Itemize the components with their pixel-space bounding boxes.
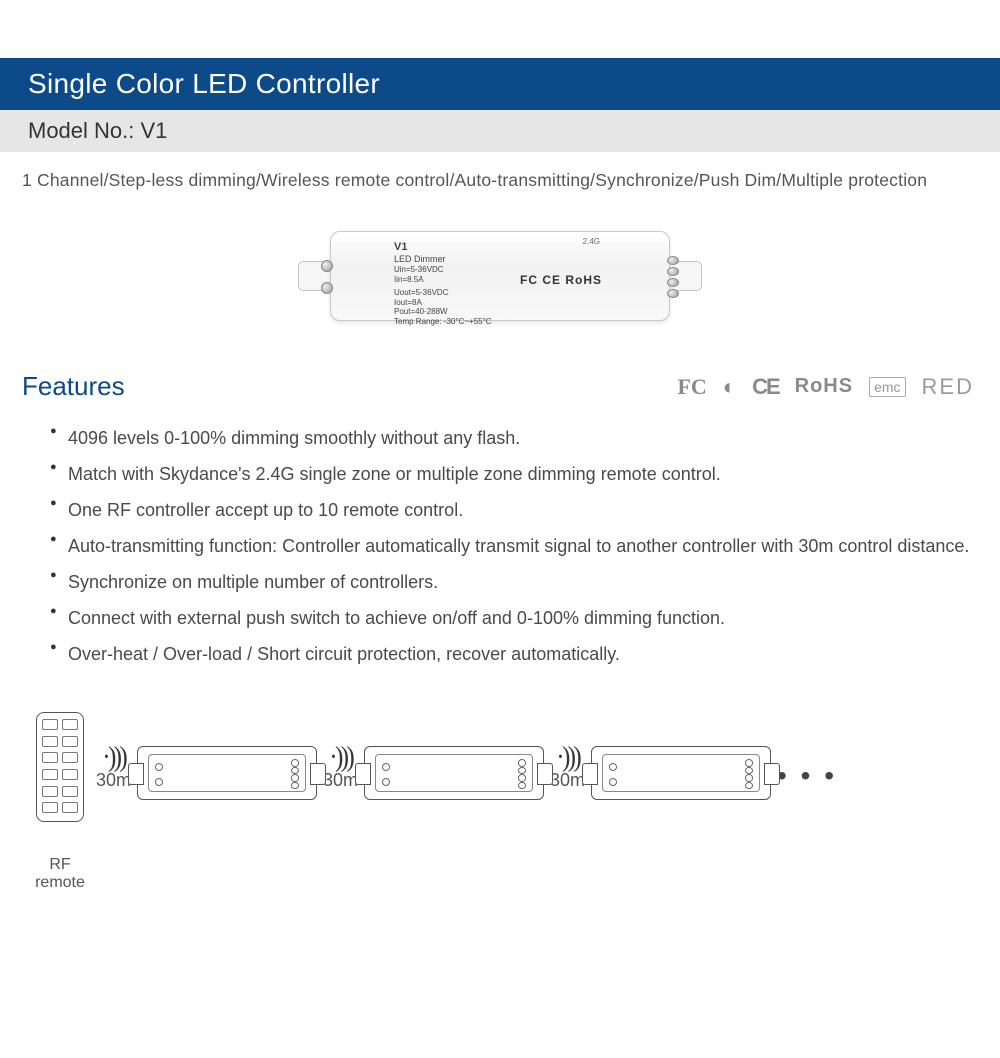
cert-ce-icon: CE xyxy=(752,374,779,400)
feature-item: 4096 levels 0-100% dimming smoothly with… xyxy=(50,420,978,456)
features-list: 4096 levels 0-100% dimming smoothly with… xyxy=(0,408,1000,682)
feature-item: One RF controller accept up to 10 remote… xyxy=(50,492,978,528)
signal-icon: ·))) 30m xyxy=(323,712,358,791)
ellipsis-icon: • • • xyxy=(777,712,837,792)
device-subtitle: LED Dimmer xyxy=(394,254,492,265)
model-number: Model No.: V1 xyxy=(28,118,167,143)
cert-emc-icon: emc xyxy=(869,377,905,397)
page-title: Single Color LED Controller xyxy=(28,68,380,99)
cert-c-icon: ◐ xyxy=(723,374,736,400)
controller-icon xyxy=(137,746,317,800)
spec-temp: Temp Range: -30°C~+55°C xyxy=(394,317,492,327)
spec-iout: Iout=8A xyxy=(394,298,492,308)
controller-icon xyxy=(591,746,771,800)
cert-fcc-icon: FC xyxy=(677,374,706,400)
antenna-label: 2.4G xyxy=(583,237,600,246)
title-bar: Single Color LED Controller xyxy=(0,58,1000,110)
connection-diagram: RF remote ·))) 30m ·))) 30m ·))) 30m xyxy=(0,682,1000,892)
spec-pout: Pout=40-288W xyxy=(394,307,492,317)
cert-rohs-icon: RoHS xyxy=(795,375,853,398)
distance-label: 30m xyxy=(550,770,585,791)
signal-icon: ·))) 30m xyxy=(96,712,131,791)
feature-item: Over-heat / Over-load / Short circuit pr… xyxy=(50,636,978,672)
device-cert-marks: FC CE RoHS xyxy=(520,273,602,287)
signal-icon: ·))) 30m xyxy=(550,712,585,791)
features-heading: Features xyxy=(22,371,125,402)
controller-icon xyxy=(364,746,544,800)
cert-red-icon: RED xyxy=(922,374,974,400)
feature-item: Auto-transmitting function: Controller a… xyxy=(50,528,978,564)
model-bar: Model No.: V1 xyxy=(0,110,1000,152)
distance-label: 30m xyxy=(323,770,358,791)
feature-item: Connect with external push switch to ach… xyxy=(50,600,978,636)
feature-item: Match with Skydance's 2.4G single zone o… xyxy=(50,456,978,492)
spec-uin: Uin=5-36VDC xyxy=(394,265,492,275)
rf-remote-icon: RF remote xyxy=(30,712,90,892)
distance-label: 30m xyxy=(96,770,131,791)
remote-label: RF remote xyxy=(30,856,90,892)
spec-iin: Iin=8.5A xyxy=(394,275,492,285)
tagline: 1 Channel/Step-less dimming/Wireless rem… xyxy=(0,152,1000,201)
device-model: V1 xyxy=(394,241,492,254)
spec-uout: Uout=5-36VDC xyxy=(394,288,492,298)
certification-row: FC ◐ CE RoHS emc RED xyxy=(677,374,974,400)
product-image: V1 LED Dimmer Uin=5-36VDC Iin=8.5A Uout=… xyxy=(0,201,1000,371)
feature-item: Synchronize on multiple number of contro… xyxy=(50,564,978,600)
